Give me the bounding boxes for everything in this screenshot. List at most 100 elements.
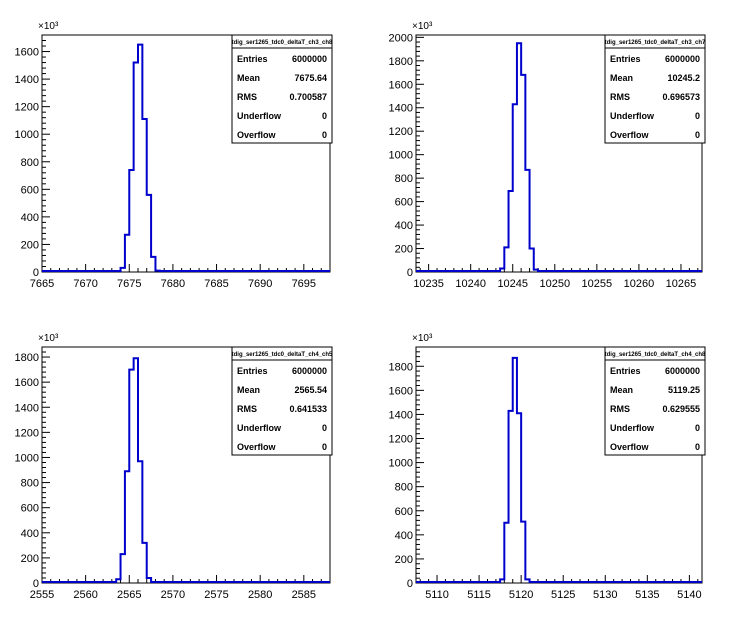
stat-label: RMS [237, 404, 257, 414]
stat-label: Underflow [237, 423, 282, 433]
y-tick-label: 1400 [15, 74, 39, 86]
y-tick-label: 1600 [389, 385, 413, 397]
x-tick-label: 10255 [582, 278, 613, 290]
histogram-series-line [416, 42, 702, 272]
x-tick-label: 2570 [161, 589, 185, 601]
stat-label: Overflow [237, 442, 277, 452]
x-tick-label: 10235 [413, 278, 444, 290]
stat-label: Mean [610, 385, 633, 395]
x-tick-label: 7685 [204, 278, 228, 290]
stat-value: 0 [322, 423, 327, 433]
y-tick-label: 800 [395, 482, 413, 494]
stats-box-frame [231, 34, 333, 144]
stat-value: 2565.54 [294, 385, 327, 395]
histogram-panel-2: ×10³ 0 200 400 600 800 1000 1200 1400 1600 1800 200… [389, 21, 707, 290]
x-tick-label: 10240 [455, 278, 486, 290]
y-tick-label: 600 [21, 184, 39, 196]
stat-value: 0 [322, 442, 327, 452]
y-tick-label: 800 [395, 173, 413, 185]
histogram-series-line [416, 356, 702, 583]
axis-exponent-label: ×10³ [38, 333, 59, 344]
stat-value: 0.641533 [289, 404, 327, 414]
stat-label: Mean [237, 385, 260, 395]
y-tick-label: 200 [395, 554, 413, 566]
stat-label: Mean [610, 73, 633, 83]
x-tick-label: 7680 [161, 278, 185, 290]
y-tick-label: 0 [33, 267, 39, 279]
stat-value: 6000000 [292, 54, 327, 64]
y-tick-label: 1800 [15, 352, 39, 364]
stat-value: 0.629555 [662, 404, 700, 414]
x-tick-label: 5110 [425, 589, 449, 601]
histogram-title: tdig_ser1265_tdc0_deltaT_ch4_ch5 [232, 352, 333, 358]
y-tick-label: 0 [407, 267, 413, 279]
y-tick-label: 400 [395, 530, 413, 542]
x-tick-label: 5130 [593, 589, 617, 601]
stat-label: Underflow [610, 423, 655, 433]
y-tick-label: 400 [21, 212, 39, 224]
histogram-series-line [42, 43, 330, 272]
y-tick-label: 200 [21, 553, 39, 565]
stat-label: Entries [237, 366, 268, 376]
axis-exponent-label: ×10³ [412, 21, 433, 32]
y-tick-label: 1000 [15, 129, 39, 141]
x-tick-label: 7670 [73, 278, 97, 290]
y-tick-label: 600 [21, 503, 39, 515]
stats-box: tdig_ser1265_tdc0_deltaT_ch4_ch8 Entries 6… [604, 346, 706, 456]
x-tick-label: 2580 [248, 589, 272, 601]
y-tick-label: 1400 [15, 402, 39, 414]
stats-box-frame [231, 346, 333, 456]
y-tick-label: 1600 [15, 377, 39, 389]
y-tick-label: 1000 [389, 458, 413, 470]
x-tick-label: 2555 [30, 589, 54, 601]
stat-value: 0 [695, 442, 700, 452]
y-tick-label: 400 [395, 220, 413, 232]
histogram-title: tdig_ser1265_tdc0_deltaT_ch3_ch8 [232, 40, 333, 46]
stat-value: 6000000 [665, 54, 700, 64]
stats-box-frame [604, 34, 706, 144]
histogram-series-line [42, 357, 330, 583]
y-tick-label: 600 [395, 197, 413, 209]
axis-exponent-label: ×10³ [412, 333, 433, 344]
stat-label: RMS [610, 404, 630, 414]
stat-label: Entries [237, 54, 268, 64]
y-tick-label: 400 [21, 528, 39, 540]
x-tick-label: 2575 [204, 589, 228, 601]
y-tick-label: 1600 [15, 47, 39, 59]
stat-label: Underflow [610, 111, 655, 121]
stat-value: 0 [322, 111, 327, 121]
stat-label: Overflow [610, 442, 650, 452]
x-tick-label: 5140 [677, 589, 701, 601]
y-tick-label: 1400 [389, 103, 413, 115]
x-tick-label: 5125 [551, 589, 575, 601]
x-tick-label: 10260 [624, 278, 655, 290]
y-tick-label: 1200 [389, 126, 413, 138]
y-tick-label: 200 [21, 239, 39, 251]
y-tick-label: 0 [33, 578, 39, 590]
histogram-title: tdig_ser1265_tdc0_deltaT_ch4_ch8 [605, 352, 706, 358]
stat-value: 0 [322, 130, 327, 140]
y-tick-label: 600 [395, 506, 413, 518]
histogram-panel-3: ×10³ 0 200 400 600 800 1000 1200 1400 1600 1800 255… [15, 333, 334, 601]
y-tick-label: 1600 [389, 79, 413, 91]
x-tick-label: 5120 [509, 589, 533, 601]
y-tick-label: 1200 [389, 434, 413, 446]
y-tick-label: 800 [21, 478, 39, 490]
stats-box: tdig_ser1265_tdc0_deltaT_ch3_ch8 Entries 6… [231, 34, 333, 144]
stat-value: 0 [695, 111, 700, 121]
stat-value: 5119.25 [668, 385, 700, 395]
stat-value: 0 [695, 130, 700, 140]
y-tick-label: 1200 [15, 427, 39, 439]
x-tick-label: 2560 [73, 589, 97, 601]
x-tick-label: 7675 [117, 278, 141, 290]
x-tick-label: 2565 [117, 589, 141, 601]
stat-value: 6000000 [292, 366, 327, 376]
x-tick-label: 10265 [666, 278, 697, 290]
y-tick-label: 1400 [389, 409, 413, 421]
stat-label: Underflow [237, 111, 282, 121]
stat-label: Entries [610, 366, 641, 376]
x-tick-label: 5115 [467, 589, 491, 601]
stat-label: RMS [237, 92, 257, 102]
stats-box-frame [604, 346, 706, 456]
x-tick-label: 5135 [635, 589, 659, 601]
